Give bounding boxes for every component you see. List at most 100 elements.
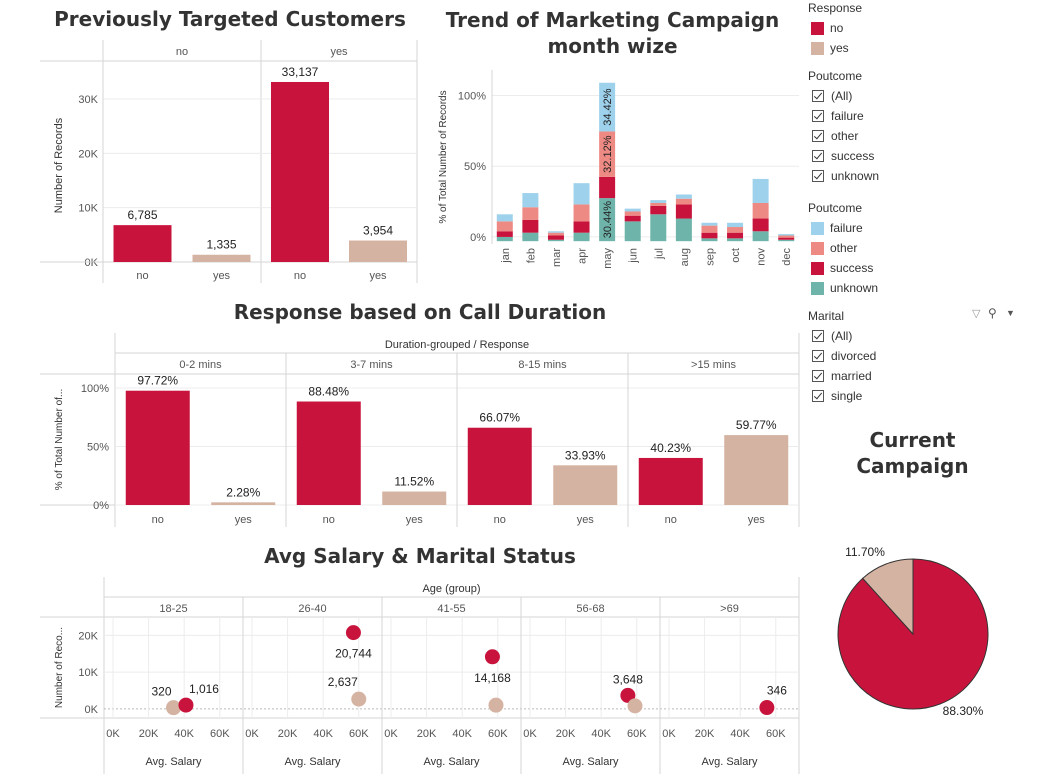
stack-segment-failure xyxy=(727,222,744,228)
stack-segment-other xyxy=(573,204,590,222)
data-label: 97.72% xyxy=(137,374,178,388)
x-tick-label: no xyxy=(136,270,148,282)
checkbox[interactable] xyxy=(812,390,824,402)
stack-segment-failure xyxy=(701,222,718,226)
x-tick-label: aug xyxy=(679,248,691,266)
stack-segment-other xyxy=(701,225,718,233)
data-label: 14,168 xyxy=(474,671,511,685)
prev-chart-title: Previously Targeted Customers xyxy=(54,7,406,31)
group-header: 56-68 xyxy=(576,603,604,615)
stack-segment-failure xyxy=(650,200,667,203)
bar xyxy=(382,491,447,505)
data-label: 11.52% xyxy=(394,475,434,489)
filter-label: (All) xyxy=(831,89,853,103)
stack-segment-unknown xyxy=(752,231,769,242)
x-tick-label: 0K xyxy=(106,728,120,740)
x-tick-label: 40K xyxy=(452,728,472,740)
swatch-other xyxy=(811,241,824,255)
y-tick-label: 20K xyxy=(78,630,98,642)
legend-item-other[interactable]: other xyxy=(811,241,857,255)
scatter-point xyxy=(759,700,775,716)
legend-item-failure[interactable]: failure xyxy=(811,221,863,235)
bar xyxy=(271,81,329,262)
x-tick-label: 20K xyxy=(139,728,159,740)
salary-chart-title: Avg Salary & Marital Status xyxy=(264,544,576,568)
poutcome-filter-unknown[interactable]: unknown xyxy=(812,169,879,183)
bar xyxy=(638,457,703,505)
y-tick-label: 50% xyxy=(87,442,109,454)
checkbox[interactable] xyxy=(812,370,824,382)
checkbox[interactable] xyxy=(812,130,824,142)
bar xyxy=(125,390,190,505)
filter-label: (All) xyxy=(831,329,853,343)
x-tick-label: jul xyxy=(653,248,665,260)
swatch-unknown xyxy=(811,281,824,295)
x-tick-label: mar xyxy=(551,248,563,267)
segment-label: 30.44% xyxy=(602,201,614,239)
search-icon[interactable]: ⚲ xyxy=(988,306,997,320)
data-label: 66.07% xyxy=(479,411,520,425)
marital-filter-single[interactable]: single xyxy=(812,389,862,403)
bar xyxy=(192,254,251,262)
checkbox[interactable] xyxy=(812,350,824,362)
swatch-yes xyxy=(811,41,824,55)
x-tick-label: 20K xyxy=(695,728,715,740)
x-tick-label: 0K xyxy=(662,728,676,740)
legend-item-unknown[interactable]: unknown xyxy=(811,281,878,295)
x-tick-label: no xyxy=(152,514,164,526)
poutcome-filter-all[interactable]: (All) xyxy=(812,89,852,103)
bar xyxy=(467,427,532,505)
x-tick-label: jun xyxy=(628,248,640,264)
stack-segment-unknown xyxy=(573,232,590,242)
pie-label-yes: 11.70% xyxy=(845,545,885,559)
checkbox[interactable] xyxy=(812,110,824,122)
scatter-point xyxy=(484,649,500,665)
swatch-no xyxy=(811,21,824,35)
x-tick-label: 20K xyxy=(417,728,437,740)
marital-filter-divorced[interactable]: divorced xyxy=(812,349,876,363)
legend-label: yes xyxy=(830,41,849,55)
checkbox[interactable] xyxy=(812,330,824,342)
group-header: 18-25 xyxy=(159,603,187,615)
marital-filter-title: Marital xyxy=(808,309,845,323)
poutcome-filter-other[interactable]: other xyxy=(812,129,858,143)
stack-segment-unknown xyxy=(778,239,795,242)
x-axis-label: Avg. Salary xyxy=(562,756,619,768)
filter-label: failure xyxy=(831,109,864,123)
dropdown-arrow-icon[interactable]: ▼ xyxy=(1006,308,1015,318)
data-label: 40.23% xyxy=(650,441,691,455)
data-label: 3,648 xyxy=(613,672,643,686)
stack-segment-other xyxy=(624,211,641,216)
poutcome-filter-success[interactable]: success xyxy=(812,149,874,163)
data-label: 2,637 xyxy=(328,675,358,689)
marital-filter-all[interactable]: (All) xyxy=(812,329,852,343)
checkbox[interactable] xyxy=(812,150,824,162)
x-tick-label: 20K xyxy=(556,728,576,740)
scatter-point xyxy=(620,687,636,703)
x-axis-label: Avg. Salary xyxy=(145,756,202,768)
filter-label: success xyxy=(831,149,875,163)
legend-item-success[interactable]: success xyxy=(811,261,873,275)
data-label: 6,785 xyxy=(127,208,157,222)
poutcome-color-legend-title: Poutcome xyxy=(808,201,863,215)
checkbox[interactable] xyxy=(812,170,824,182)
filter-funnel-icon[interactable]: ▽ xyxy=(972,308,981,320)
x-tick-label: 60K xyxy=(627,728,647,740)
legend-item-no[interactable]: no xyxy=(811,21,843,35)
monthly-trend-chart: 0% 50% 100% % of Total Number of Records jan… xyxy=(438,70,799,269)
current-campaign-title: Current Campaign xyxy=(820,427,1005,479)
legend-item-yes[interactable]: yes xyxy=(811,41,849,55)
data-label: 59.77% xyxy=(736,418,777,432)
group-header: 8-15 mins xyxy=(518,359,567,371)
checkbox[interactable] xyxy=(812,90,824,102)
bar xyxy=(211,502,276,505)
legend-label: other xyxy=(830,241,858,255)
data-label: 88.48% xyxy=(308,385,349,399)
scatter-point xyxy=(166,700,181,716)
x-tick-label: yes xyxy=(213,270,231,282)
poutcome-filter-failure[interactable]: failure xyxy=(812,109,864,123)
marital-filter-married[interactable]: married xyxy=(812,369,872,383)
x-tick-label: 0K xyxy=(384,728,398,740)
x-tick-label: nov xyxy=(756,248,768,266)
stack-segment-failure xyxy=(496,214,513,222)
